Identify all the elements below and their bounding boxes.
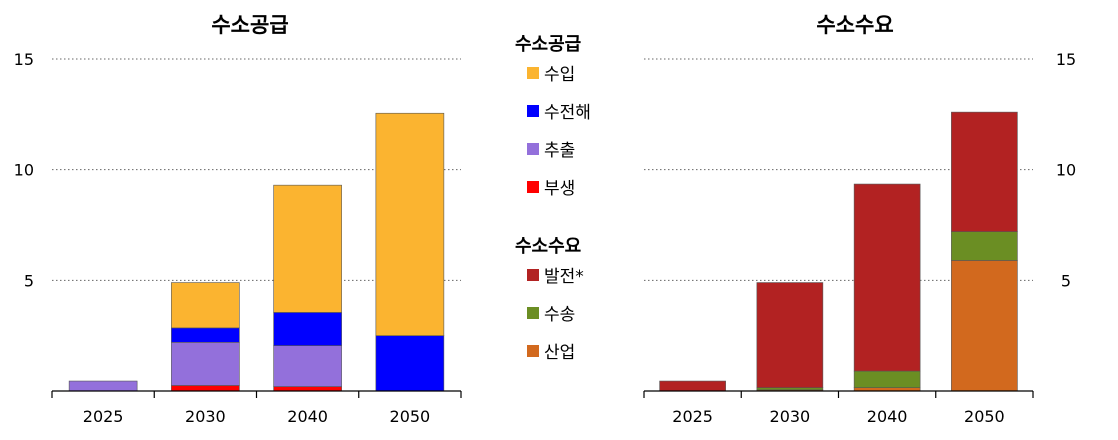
- demand-bar-2050-series-0: [951, 260, 1018, 392]
- demand-bar-2030-series-2: [756, 282, 824, 388]
- supply-bar-2040-series-1: [273, 345, 342, 387]
- legend-swatch: [527, 181, 539, 193]
- demand-bar-2025-series-2: [659, 380, 726, 392]
- supply-chart: 수소공급 5 10 15 2025 2030 2040 2050: [14, 13, 462, 426]
- supply-bar-2050-series-2: [375, 335, 445, 392]
- demand-x-tick-label: 2025: [672, 407, 713, 426]
- supply-bar-2050-series-3: [375, 112, 445, 336]
- demand-bar-2030-series-1: [756, 387, 824, 391]
- legend-swatch: [527, 105, 539, 117]
- supply-bar-2040-series-3: [273, 184, 342, 313]
- legend-swatch: [527, 269, 539, 281]
- supply-x-tick-label: 2040: [287, 407, 328, 426]
- legend-label: 추출: [544, 141, 575, 161]
- demand-y-tick-label: 15: [1056, 50, 1076, 69]
- demand-bar-2050-series-1: [951, 231, 1018, 261]
- demand-x-tick-label: 2030: [770, 407, 811, 426]
- demand-x-tick-label: 2040: [867, 407, 908, 426]
- demand-bar-2040-series-2: [853, 183, 921, 372]
- supply-x-tick-label: 2030: [185, 407, 226, 426]
- legend-swatch: [527, 67, 539, 79]
- supply-bar-2030-series-3: [171, 282, 240, 329]
- legend-label: 부생: [544, 179, 575, 199]
- demand-bar-2050-series-2: [951, 111, 1018, 232]
- demand-bar-2040-series-1: [853, 370, 921, 388]
- legend-label: 수송: [544, 305, 575, 325]
- supply-bar-2025-series-1: [68, 380, 138, 392]
- legend-title-demand: 수소수요: [515, 236, 581, 257]
- supply-chart-title: 수소공급: [211, 13, 288, 37]
- supply-bar-2030-series-0: [171, 385, 240, 392]
- supply-bar-2040-series-2: [273, 312, 342, 346]
- supply-bar-2030-series-2: [171, 327, 240, 343]
- legend-label: 수전해: [544, 103, 591, 123]
- supply-y-tick-label: 15: [14, 50, 34, 69]
- legend-swatch: [527, 143, 539, 155]
- demand-chart: 수소수요 5 10 15 2025 2030 2040 2050: [643, 13, 1076, 426]
- demand-y-tick-label: 5: [1061, 271, 1071, 290]
- legend-label: 수입: [544, 65, 575, 85]
- legend-label: 발전*: [544, 267, 584, 287]
- supply-y-tick-label: 10: [14, 161, 34, 180]
- demand-x-tick-label: 2050: [964, 407, 1005, 426]
- supply-x-tick-label: 2050: [390, 407, 431, 426]
- demand-chart-title: 수소수요: [816, 13, 893, 37]
- demand-y-tick-label: 10: [1056, 161, 1076, 180]
- supply-bar-2040-series-0: [273, 386, 342, 392]
- supply-y-tick-label: 5: [24, 271, 34, 290]
- legend-swatch: [527, 345, 539, 357]
- legend-label: 산업: [544, 343, 575, 363]
- supply-bar-2030-series-1: [171, 342, 240, 386]
- legend-swatch: [527, 307, 539, 319]
- legend-title-supply: 수소공급: [515, 34, 581, 55]
- supply-x-tick-label: 2025: [83, 407, 124, 426]
